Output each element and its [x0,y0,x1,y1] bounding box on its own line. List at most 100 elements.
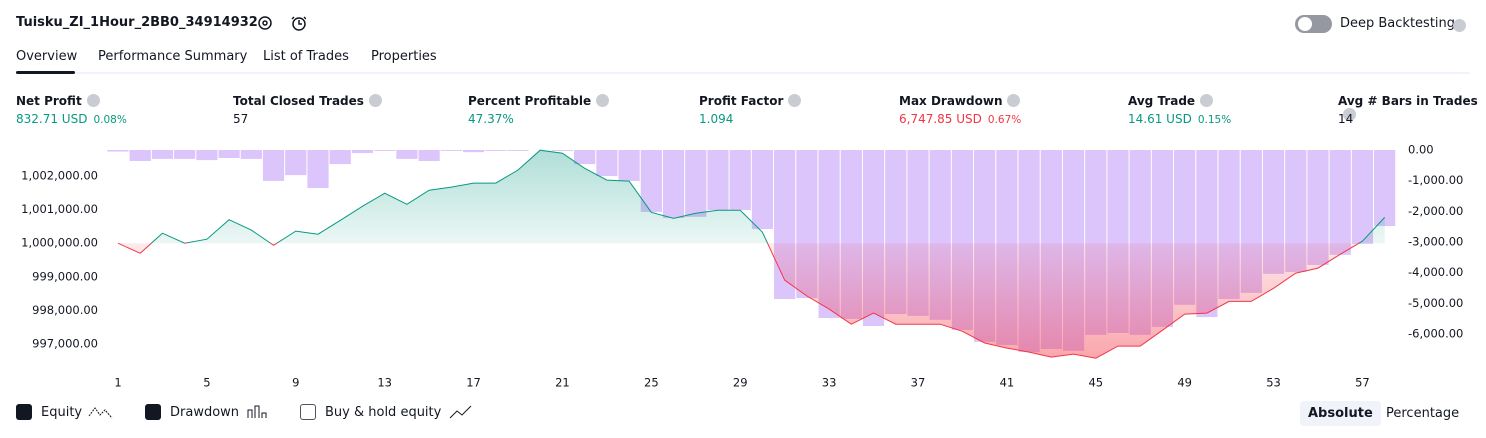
scale-option[interactable]: Percentage [1386,406,1460,421]
x-tick-label: 53 [1266,376,1281,390]
deep-backtesting-toggle[interactable] [1294,14,1334,34]
metric-label-text: Total Closed Trades [233,94,364,108]
drawdown-bar [662,150,685,219]
y2-tick-label: -2,000.00 [1408,204,1463,218]
y-tick-label: 999,000.00 [32,269,98,283]
metric-label-text: Profit Factor [699,94,784,108]
info-icon[interactable] [1343,108,1356,121]
drawdown-bar [462,150,485,153]
y2-tick-label: -4,000.00 [1408,265,1463,279]
x-tick-label: 9 [292,376,299,390]
drawdown-bar [218,150,240,158]
metric-percent: 0.08% [93,114,127,126]
drawdown-bar [196,150,218,161]
metric-label-text: Percent Profitable [468,94,592,108]
drawdown-bar [1374,150,1396,227]
metric-value: 57 [233,112,248,126]
x-tick-label: 1 [114,376,121,390]
info-icon[interactable] [1200,94,1214,107]
y-tick-label: 997,000.00 [32,337,98,351]
metric-value-text: 1.094 [699,112,734,126]
y-tick-label: 998,000.00 [32,303,98,317]
tab[interactable]: List of Trades [263,49,349,64]
x-tick-label: 17 [466,376,481,390]
metric-label: Profit Factor [699,94,802,108]
metric-label-text: Max Drawdown [899,94,1003,108]
drawdown-bar [685,150,707,217]
legend-drawdown[interactable]: Drawdown [145,404,269,420]
metric-value: 832.71 USD 0.08% [16,112,127,126]
y2-tick-label: -3,000.00 [1408,234,1463,248]
y-tick-label: 1,001,000.00 [21,202,98,216]
metric-value: 6,747.85 USD 0.67% [899,112,1021,126]
tab[interactable]: Properties [371,49,437,64]
x-tick-label: 29 [733,376,748,390]
drawdown-bar [351,150,374,154]
metric-label: Total Closed Trades [233,94,382,108]
x-tick-label: 13 [377,376,392,390]
x-tick-label: 49 [1177,376,1192,390]
y-tick-label: 1,000,000.00 [21,236,98,250]
legend-label: Buy & hold equity [325,404,442,420]
equity-line [117,149,1386,359]
drawdown-bar [396,150,418,159]
metric-label: Avg Trade [1128,94,1214,108]
drawdown-bar [151,150,174,159]
drawdown-bar [418,150,440,162]
info-icon[interactable] [1007,94,1021,107]
drawdown-bar [1262,150,1285,274]
metric-label: Max Drawdown [899,94,1021,108]
equity-area [118,150,1385,359]
metric-label-text: Avg # Bars in Trades [1338,94,1478,108]
x-tick-label: 21 [555,376,570,390]
metric-value-text: 14 [1338,112,1354,126]
info-icon[interactable] [596,94,610,107]
metric-percent: 0.67% [987,114,1022,126]
x-tick-label: 25 [644,376,659,390]
legend-buy-hold[interactable]: Buy & hold equity [300,404,473,420]
metric-value: 47.37% [468,112,514,126]
metric-label-text: Net Profit [16,94,82,108]
legend-label: Drawdown [170,404,240,420]
metric-percent: 0.15% [1197,114,1232,126]
drawdown-bar [729,150,751,211]
drawdown-bar [285,150,307,176]
drawdown-bar [107,150,129,152]
drawdown-bar [262,150,285,181]
drawdown-bar [574,150,596,165]
drawdown-bar [440,150,462,151]
info-icon[interactable] [86,94,100,107]
drawdown-bar [751,150,774,230]
drawdown-bar [596,150,618,177]
metric-label: Avg # Bars in Trades [1338,94,1486,122]
metric-label: Net Profit [16,94,100,108]
metric-value-text: 6,747.85 USD [899,112,982,126]
y2-tick-label: -6,000.00 [1408,326,1463,340]
drawdown-bar [307,150,329,189]
help-icon[interactable] [1453,19,1466,32]
drawdown-bar [1285,150,1307,273]
metric-value: 14 [1338,112,1353,126]
metric-value-text: 47.37% [468,112,514,126]
drawdown-bar [129,150,151,162]
metric-value: 1.094 [699,112,733,126]
drawdown-bar [240,150,262,159]
x-tick-label: 33 [822,376,837,390]
info-icon[interactable] [368,94,382,107]
y2-tick-label: 0.00 [1408,143,1434,157]
info-icon[interactable] [788,94,802,107]
x-tick-label: 37 [911,376,926,390]
metric-value: 14.61 USD 0.15% [1128,112,1231,126]
legend-equity[interactable]: Equity [16,404,114,420]
drawdown-bar [507,150,529,151]
drawdown-bar [707,150,729,211]
tab[interactable]: Overview [16,49,78,64]
drawdown-bar [618,150,640,181]
x-tick-label: 5 [203,376,210,390]
legend-label: Equity [41,404,83,420]
x-tick-label: 57 [1355,376,1370,390]
header-icons[interactable] [256,14,306,34]
scale-option[interactable]: Absolute [1300,401,1381,426]
tab[interactable]: Performance Summary [98,49,248,64]
